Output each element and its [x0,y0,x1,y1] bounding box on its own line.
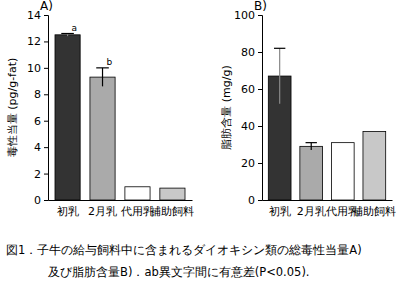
tick: 4 [34,141,48,154]
error-bar [61,34,74,37]
tick: 60 [241,83,262,96]
tick-label: 14 [27,9,41,22]
tick-mark [44,94,48,95]
axis-line [263,200,393,201]
panel: 0 2 4 6 8 10 12 14 初乳 2月乳代用乳補助飼料 A) 毒性当量 (pg/g-fat)… [6,0,194,218]
bars [55,34,185,201]
tick-label: 0 [34,194,41,207]
panel-title: A) [40,0,53,13]
tick-label: 2月乳 [297,205,326,218]
error-line [279,48,280,104]
bar [125,187,150,200]
tick-label: 補助飼料 [352,205,396,218]
tick-label: 80 [241,46,255,59]
axis-line [49,200,193,201]
y-axis-title: 毒性当量 (pg/g-fat) [6,58,19,158]
tick-mark [258,126,262,127]
tick: 20 [241,157,262,170]
tick: 12 [27,35,48,48]
tick-mark [258,200,262,201]
tick-label: 40 [241,120,255,133]
tick-label: 6 [34,115,41,128]
tick-label: 2月乳 [88,205,117,218]
tick-mark [258,52,262,53]
x-axis: 初乳 2月乳代用乳補助飼料 [49,200,195,218]
bar [363,132,386,200]
bar [160,188,185,200]
tick-label: 4 [34,141,41,154]
bar [331,143,354,200]
error-line [102,68,103,87]
tick: 2月乳 [88,200,117,218]
axis-line [44,16,49,201]
tick: 補助飼料 [352,200,396,218]
tick: 40 [241,120,262,133]
tick: 0 [34,194,48,207]
tick-mark [44,200,48,201]
tick-label: 代用乳 [120,205,154,218]
tick-mark [258,15,262,16]
panel: 020406080100初乳2月乳代用乳補助飼料B)脂肪含量 (mg/g) [220,0,396,218]
tick: 80 [241,46,262,59]
tick-label: 60 [241,83,255,96]
tick: 代用乳 [120,200,154,218]
tick-label: 20 [241,157,255,170]
tick: 補助飼料 [150,200,194,218]
tick: 2月乳 [297,200,326,218]
error-bar [274,48,285,104]
error-bar [96,68,109,87]
tick: 2 [34,168,48,181]
tick-mark [44,174,48,175]
error-cap [274,48,285,49]
error-line [311,143,312,150]
y-axis: 0 2 4 6 8 10 12 14 [27,9,49,207]
tick-label: 0 [248,194,255,207]
tick-label: 10 [27,62,41,75]
significance-letter: a [72,23,78,33]
tick-mark [258,163,262,164]
y-axis-title: 脂肪含量 (mg/g) [220,65,233,149]
tick-mark [258,89,262,90]
error-cap [306,142,317,143]
tick-label: 12 [27,35,41,48]
tick-label: 8 [34,88,41,101]
tick-mark [44,15,48,16]
figure: 02468101214初乳2月乳代用乳補助飼料A)毒性当量 (pg/g-fat)… [0,0,400,298]
tick-mark [44,68,48,69]
tick-label: 2 [34,168,41,181]
axis-line [258,16,263,201]
tick-label: 100 [234,9,255,22]
tick: 0 [248,194,262,207]
tick: 初乳 [269,200,291,218]
bar [55,35,80,200]
tick-mark [44,121,48,122]
caption: 図1．子牛の給与飼料中に含まれるダイオキシン類の総毒性当量A) [6,243,362,257]
tick-label: 初乳 [269,205,291,218]
tick-label: 初乳 [57,205,79,218]
bars [268,48,385,200]
tick: 8 [34,88,48,101]
tick-mark [44,147,48,148]
bar [90,77,115,200]
error-cap [96,67,109,68]
tick: 10 [27,62,48,75]
tick: 6 [34,115,48,128]
error-bar [306,143,317,150]
tick: 初乳 [57,200,79,218]
y-axis: 0 20 40 60 80 100 [234,9,263,207]
error-cap [61,33,74,34]
panel-title: B) [254,0,267,13]
tick-label: 補助飼料 [150,205,194,218]
x-axis: 初乳2月乳代用乳補助飼料 [263,200,397,218]
significance-letter: b [107,57,113,67]
bar [300,146,323,200]
tick-mark [44,41,48,42]
caption: 及び脂肪含量B)．ab異文字間に有意差(P<0.05). [48,265,310,279]
